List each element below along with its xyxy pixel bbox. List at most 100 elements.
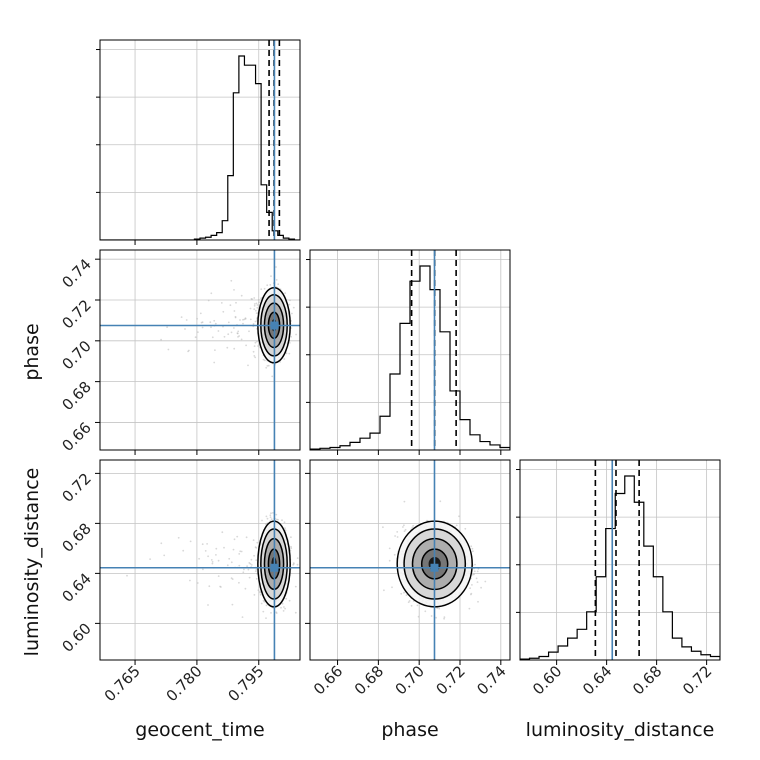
sample-point: [256, 541, 259, 544]
sample-point: [400, 592, 403, 595]
sample-point: [254, 320, 257, 323]
sample-point: [230, 331, 233, 334]
sample-point: [477, 600, 479, 603]
sample-point: [269, 516, 272, 519]
sample-point: [250, 558, 253, 561]
sample-point: [256, 572, 258, 575]
sample-point: [393, 553, 396, 556]
sample-point: [416, 604, 419, 607]
sample-point: [262, 358, 265, 361]
sample-point: [217, 330, 220, 332]
sample-point: [253, 304, 256, 307]
truth-marker: [270, 563, 279, 572]
sample-point: [281, 519, 283, 522]
sample-point: [233, 310, 236, 312]
hist-panel-phase: [306, 249, 511, 451]
sample-point: [283, 358, 286, 360]
sample-point: [223, 546, 225, 549]
sample-point: [255, 568, 258, 571]
sample-point: [410, 604, 413, 607]
sample-point: [396, 531, 399, 533]
sample-point: [254, 356, 257, 359]
sample-point: [471, 547, 474, 550]
histogram-luminosity_distance: [520, 475, 720, 660]
sample-point: [294, 611, 297, 614]
x-tick-label: 0.66: [310, 662, 346, 698]
sample-point: [296, 563, 299, 566]
sample-point: [231, 578, 234, 580]
sample-point: [257, 345, 259, 347]
sample-point: [255, 577, 258, 580]
sample-point: [288, 303, 291, 306]
sample-point: [424, 610, 427, 613]
sample-point: [248, 330, 250, 333]
sample-point: [476, 581, 479, 583]
sample-point: [233, 327, 235, 329]
sample-point: [239, 550, 242, 553]
sample-point: [275, 279, 278, 281]
sample-point: [408, 600, 411, 602]
sample-point: [388, 547, 391, 550]
sample-point: [275, 513, 278, 516]
x-tick-label: 0.68: [629, 662, 665, 698]
sample-point: [236, 535, 239, 538]
sample-point: [474, 563, 476, 566]
sample-point: [215, 554, 217, 556]
sample-point: [226, 346, 229, 349]
sample-point: [411, 526, 414, 529]
sample-point: [476, 570, 479, 573]
sample-point: [443, 617, 445, 620]
sample-point: [402, 526, 404, 528]
sample-point: [253, 554, 256, 557]
sample-point: [244, 587, 247, 590]
sample-point: [240, 550, 243, 553]
sample-point: [247, 364, 249, 367]
sample-point: [417, 615, 420, 618]
sample-point: [228, 557, 231, 560]
sample-point: [245, 536, 248, 539]
sample-point: [249, 307, 252, 310]
sample-point: [475, 577, 478, 580]
sample-point: [272, 512, 274, 514]
sample-point: [282, 610, 285, 612]
x-tick-label: 0.765: [101, 662, 144, 705]
sample-point: [295, 333, 297, 336]
y-tick-label: 0.72: [58, 469, 94, 505]
sample-point: [166, 326, 169, 328]
sample-point: [214, 349, 216, 351]
y-tick-label: 0.66: [58, 419, 94, 455]
y-tick-label: 0.64: [58, 569, 94, 605]
truth-marker: [430, 563, 439, 572]
sample-point: [285, 597, 288, 600]
sample-point: [265, 515, 268, 518]
hist-panel-luminosity_distance: [516, 459, 721, 661]
sample-point: [250, 298, 253, 300]
sample-point: [250, 564, 253, 566]
y-tick-label: 0.68: [58, 378, 94, 414]
sample-point: [198, 557, 201, 560]
sample-point: [217, 559, 220, 562]
sample-point: [436, 607, 439, 610]
sample-point: [163, 554, 166, 557]
sample-point: [187, 350, 190, 353]
sample-point: [234, 315, 237, 318]
sample-point: [189, 579, 191, 582]
hist-panel-geocent_time: [96, 39, 301, 241]
sample-point: [239, 319, 241, 321]
x-tick-label: 0.780: [163, 662, 206, 705]
sample-point: [249, 318, 252, 321]
y-tick-label: 0.68: [58, 519, 94, 555]
histogram-geocent_time: [100, 55, 300, 240]
sample-point: [269, 284, 272, 286]
sample-point: [242, 322, 244, 325]
sample-point: [290, 335, 292, 338]
sample-point: [288, 352, 291, 355]
sample-point: [292, 306, 295, 309]
sample-point: [284, 607, 286, 610]
xlabel-luminosity_distance: luminosity_distance: [526, 719, 715, 741]
sample-point: [260, 297, 262, 300]
sample-point: [207, 299, 210, 302]
sample-point: [201, 326, 204, 329]
panel-frame: [519, 459, 721, 661]
sample-point: [255, 312, 258, 314]
